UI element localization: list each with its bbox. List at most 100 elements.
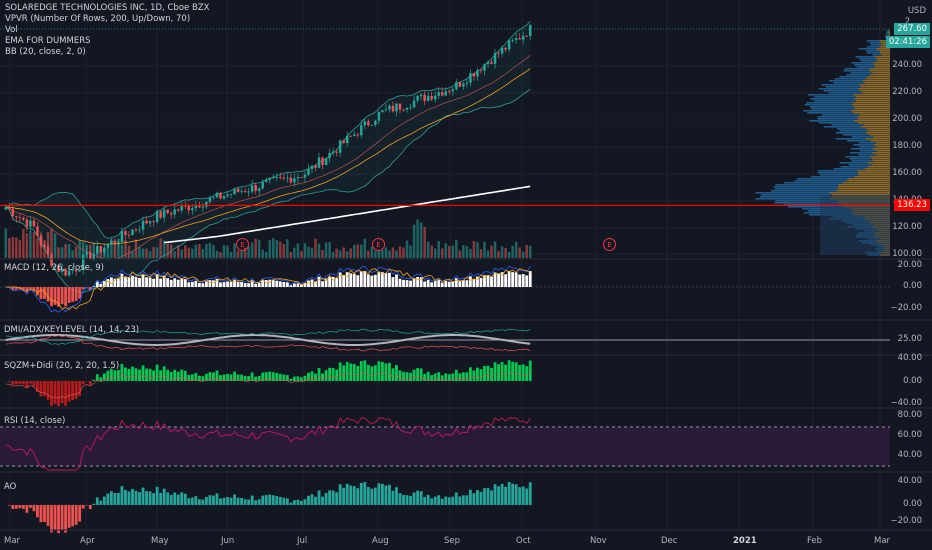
macd-label[interactable]: MACD (12, 26, close, 9) bbox=[4, 263, 104, 273]
vpvr-bar bbox=[850, 148, 873, 150]
vpvr-bar bbox=[828, 92, 863, 94]
volume-bar bbox=[272, 238, 275, 258]
ao-hist bbox=[194, 496, 198, 505]
volume-bar bbox=[458, 250, 462, 258]
candle-body bbox=[191, 208, 194, 211]
ao-hist bbox=[285, 498, 289, 505]
volume-bar bbox=[335, 248, 338, 258]
volume-bar bbox=[177, 245, 180, 258]
volume-bar bbox=[331, 251, 335, 258]
candle-body bbox=[215, 192, 219, 198]
macd-hist bbox=[169, 279, 173, 287]
candle-body bbox=[451, 89, 455, 92]
legend-ema[interactable]: EMA FOR DUMMERS bbox=[5, 36, 91, 46]
pane-separators bbox=[0, 258, 932, 531]
volume-bar bbox=[324, 242, 328, 258]
sqzm-hist bbox=[479, 369, 483, 381]
sqzm-hist bbox=[240, 374, 244, 381]
vpvr-bar bbox=[870, 140, 890, 142]
volume-bar bbox=[384, 247, 388, 258]
sqzm-hist bbox=[490, 367, 493, 381]
legend-vol[interactable]: Vol bbox=[5, 25, 18, 35]
volume-bar bbox=[32, 232, 36, 258]
earnings-event-3[interactable]: E bbox=[603, 238, 616, 251]
ao-hist bbox=[307, 495, 310, 505]
macd-hist bbox=[440, 282, 444, 287]
vpvr-bar bbox=[818, 88, 858, 90]
sqzm-hist bbox=[296, 376, 300, 381]
ao-hist bbox=[261, 495, 265, 505]
vpvr-bar bbox=[875, 154, 890, 156]
ao-hist bbox=[483, 488, 486, 505]
volume-bar bbox=[419, 222, 423, 258]
vpvr-bar bbox=[847, 140, 871, 142]
vpvr-bar bbox=[857, 172, 890, 174]
vpvr-bar bbox=[809, 120, 854, 122]
vpvr-bar bbox=[774, 202, 839, 204]
macd-hist bbox=[504, 274, 508, 287]
macd-hist bbox=[514, 272, 518, 287]
volume-bar bbox=[67, 244, 71, 258]
earnings-event-2[interactable]: E bbox=[372, 238, 385, 251]
volume-bar bbox=[441, 248, 444, 258]
time-tick: Oct bbox=[516, 536, 531, 546]
currency-label[interactable]: USD bbox=[907, 6, 926, 16]
macd-hist bbox=[106, 279, 110, 287]
earnings-event-1[interactable]: E bbox=[236, 238, 249, 251]
macd-hist bbox=[486, 275, 490, 287]
volume-bar bbox=[490, 245, 493, 258]
candle-body bbox=[89, 252, 92, 260]
sqzm-hist bbox=[99, 377, 103, 381]
symbol-title[interactable]: SOLAREDGE TECHNOLOGIES INC, 1D, Cboe BZX bbox=[5, 3, 210, 13]
macd-hist bbox=[335, 278, 339, 287]
price-tick: 240.00 bbox=[892, 60, 922, 70]
rsi-label[interactable]: RSI (14, close) bbox=[4, 416, 66, 426]
volume-bar bbox=[212, 245, 215, 258]
vpvr-bar bbox=[867, 76, 890, 78]
sqzm-hist bbox=[134, 368, 138, 381]
candle-body bbox=[441, 92, 444, 96]
volume-bar bbox=[423, 226, 426, 258]
ao-label[interactable]: AO bbox=[4, 482, 17, 492]
volume-bar bbox=[497, 251, 500, 258]
sqzm-hist bbox=[141, 365, 145, 381]
volume-bar bbox=[317, 243, 321, 258]
volume-bar bbox=[405, 240, 409, 258]
ao-hist bbox=[391, 490, 395, 505]
vpvr-bar bbox=[787, 206, 844, 208]
macd-hist bbox=[28, 287, 32, 290]
sqzm-hist bbox=[180, 369, 184, 381]
ao-hist bbox=[303, 499, 307, 505]
macd-hist bbox=[388, 272, 391, 287]
vpvr-bar bbox=[834, 78, 866, 80]
time-tick: May bbox=[151, 536, 169, 546]
vpvr-bar bbox=[843, 70, 870, 72]
ao-hist bbox=[349, 485, 353, 505]
sqzm-hist bbox=[109, 368, 113, 381]
ao-tick: −20.00 bbox=[890, 516, 922, 526]
sqzm-hist bbox=[444, 373, 448, 381]
ao-hist bbox=[176, 494, 180, 505]
candle-body bbox=[490, 62, 493, 64]
macd-hist bbox=[229, 281, 233, 287]
dmi-tick: 25.00 bbox=[897, 334, 922, 344]
legend-vpvr[interactable]: VPVR (Number Of Rows, 200, Up/Down, 70) bbox=[5, 14, 191, 24]
sqzm-hist bbox=[138, 369, 141, 381]
legend-bb[interactable]: BB (20, close, 2, 0) bbox=[5, 47, 86, 57]
ao-hist bbox=[380, 483, 384, 505]
vpvr-bar bbox=[876, 60, 890, 62]
candle-body bbox=[96, 246, 99, 254]
vpvr-bar bbox=[874, 56, 890, 58]
macd-hist bbox=[176, 279, 180, 287]
sqzm-label[interactable]: SQZM+Didi (20, 2, 20, 1.5) bbox=[4, 361, 120, 371]
macd-hist bbox=[124, 276, 127, 287]
vpvr-bar bbox=[879, 52, 890, 54]
volume-bar bbox=[476, 242, 479, 258]
candle-body bbox=[64, 269, 67, 276]
candle-body bbox=[367, 121, 370, 126]
volume-bar bbox=[465, 246, 469, 258]
dmi-label[interactable]: DMI/ADX/KEYLEVEL (14, 14, 23) bbox=[4, 325, 140, 335]
candle-body bbox=[335, 151, 338, 153]
macd-hist bbox=[419, 277, 423, 287]
